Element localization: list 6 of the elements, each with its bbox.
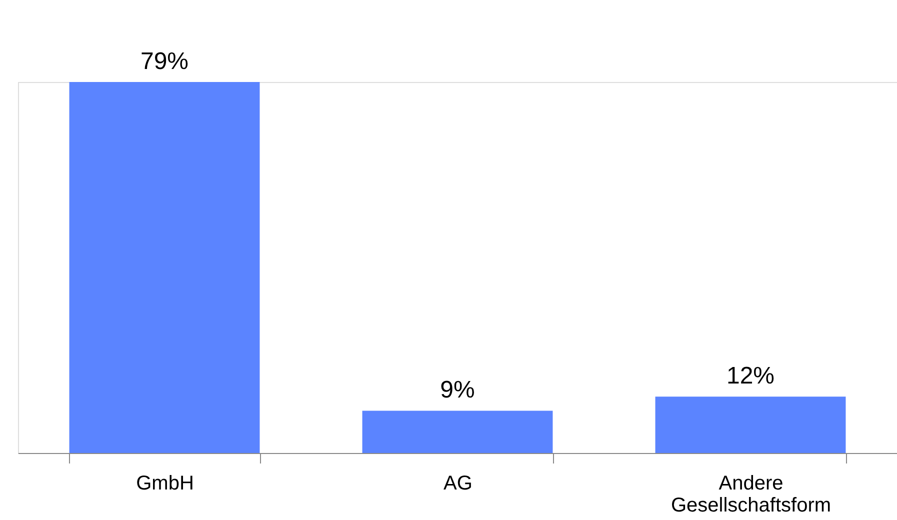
x-tick-label: GmbH (136, 472, 194, 494)
data-label: 9% (440, 376, 475, 404)
data-label: 12% (726, 362, 775, 390)
x-tick-label: AG (444, 472, 472, 494)
x-tick-label: Andere Gesellschaftsform (670, 472, 832, 516)
data-label: 79% (140, 48, 189, 75)
